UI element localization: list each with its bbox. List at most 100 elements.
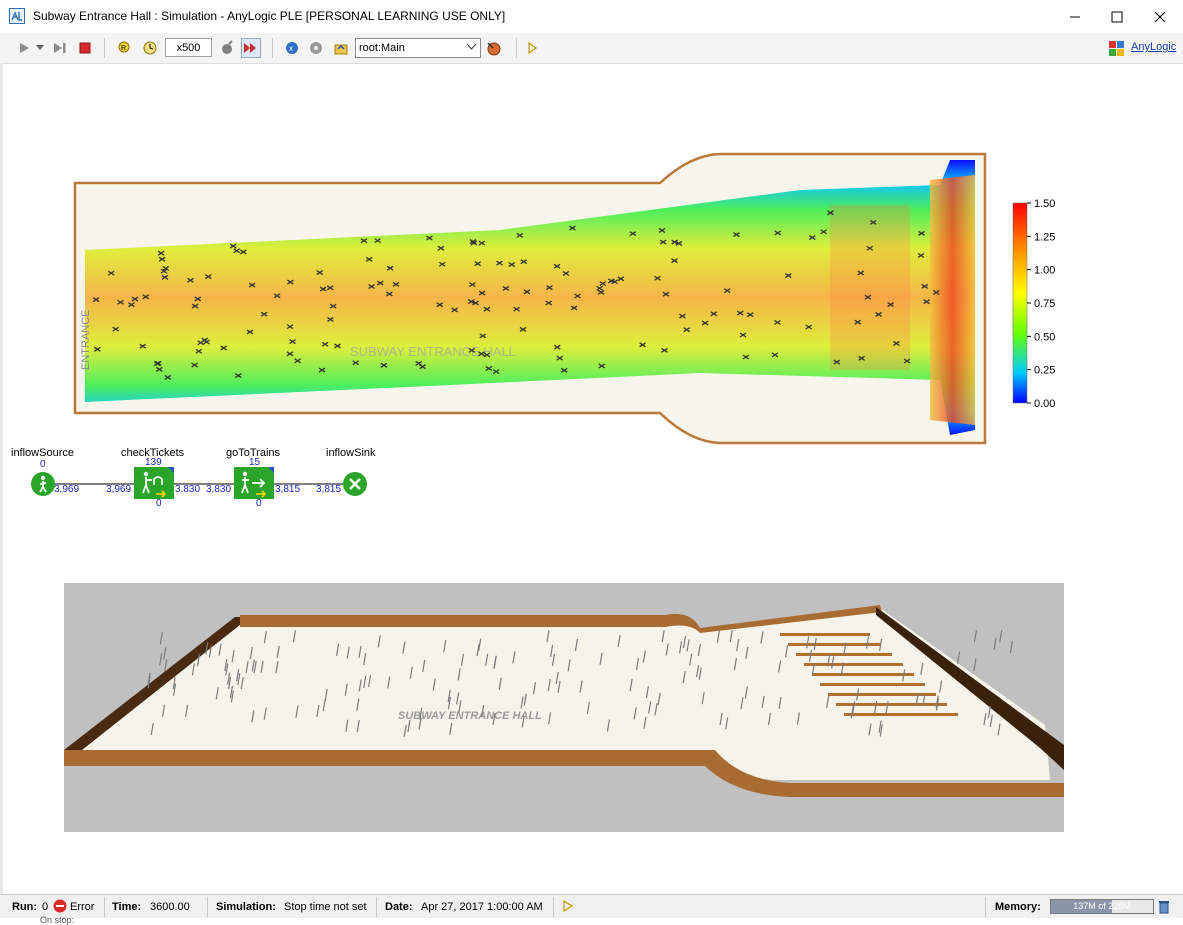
turnstile-bar — [812, 673, 914, 676]
pedestrian-figure — [377, 635, 381, 648]
view-3d-floor — [64, 608, 1050, 780]
pedestrian-figure — [682, 635, 687, 649]
pedestrian-figure — [868, 723, 872, 736]
pedestrian-mark — [191, 303, 199, 309]
pedestrian-mark — [451, 307, 459, 313]
pedestrian-source-icon — [39, 475, 47, 493]
density-heatmap — [85, 160, 975, 435]
inflowsource-block[interactable] — [31, 472, 55, 496]
pedestrian-figure — [147, 672, 151, 685]
pedestrian-figure — [733, 658, 737, 671]
minimize-icon[interactable] — [1052, 0, 1098, 33]
step-icon[interactable] — [50, 38, 70, 58]
turnstile-bar — [828, 693, 936, 696]
pedestrian-mark — [246, 329, 254, 335]
pedestrian-figure — [811, 663, 815, 676]
pedestrian-figure — [363, 675, 367, 688]
pedestrian-figure — [159, 653, 163, 666]
pedestrian-figure — [879, 724, 883, 737]
pedestrian-mark — [436, 302, 444, 308]
experiment-icon[interactable]: x — [282, 38, 302, 58]
root-selector[interactable]: root:Main — [355, 38, 481, 58]
pedestrian-figure — [218, 643, 222, 656]
pedestrian-figure — [808, 649, 813, 662]
anylogic-link[interactable]: AnyLogic — [1131, 41, 1177, 53]
pedestrian-figure — [778, 660, 782, 673]
pedestrian-figure — [403, 724, 407, 737]
developer-panel-icon[interactable] — [523, 38, 543, 58]
legend-tick-label: 1.50 — [1034, 198, 1055, 210]
svg-text:x: x — [289, 44, 293, 53]
garbage-collect-trash-icon[interactable] — [1157, 899, 1171, 918]
inflowsink-block[interactable] — [343, 472, 367, 496]
memory-bar-fill — [1051, 900, 1113, 913]
pedestrian-mark — [160, 268, 168, 274]
anylogic-logo-icon — [1108, 40, 1126, 58]
pedestrian-figure — [874, 700, 878, 714]
virtual-time-mode-icon[interactable] — [241, 38, 261, 58]
navigate-up-icon[interactable] — [331, 38, 351, 58]
pedestrian-mark — [155, 366, 163, 372]
view-3d-wall-left — [64, 617, 250, 750]
pedestrian-mark — [596, 285, 603, 291]
pedestrian-mark — [273, 293, 281, 299]
checktickets-block[interactable] — [134, 467, 174, 499]
pedestrian-mark — [662, 291, 670, 297]
maximize-icon[interactable] — [1094, 0, 1140, 33]
block-label-inflowsink: inflowSink — [326, 447, 376, 459]
pedestrian-mark — [468, 347, 476, 353]
pedestrian-figure — [532, 682, 537, 695]
pedestrian-mark — [932, 289, 940, 295]
pedestrian-figure — [196, 654, 200, 667]
pedestrian-figure — [263, 631, 267, 644]
pedestrian-figure — [920, 662, 924, 675]
pedestrian-figure — [150, 722, 154, 736]
run-value: 0 — [42, 901, 49, 913]
pedestrian-mark — [774, 319, 781, 325]
block-count-inflowsource: 0 — [40, 459, 46, 470]
pedestrian-mark — [784, 273, 792, 279]
pedestrian-figure — [999, 630, 1003, 643]
pedestrian-mark — [352, 360, 360, 366]
speed-up-icon[interactable] — [217, 38, 237, 58]
pedestrian-figure — [295, 705, 299, 718]
title-bar: Subway Entrance Hall : Simulation - AnyL… — [0, 0, 1183, 34]
error-icon — [53, 899, 67, 916]
view-3d-wall-bottom — [64, 750, 1064, 797]
pedestrian-mark — [425, 235, 433, 241]
real-time-mode-icon[interactable]: R — [115, 38, 135, 58]
run-menu-chevron-icon[interactable] — [33, 38, 47, 58]
developer-panel-toggle-icon[interactable] — [562, 899, 574, 915]
run-icon[interactable] — [14, 38, 34, 58]
pedestrian-mark — [629, 231, 637, 237]
pedestrian-mark — [574, 293, 581, 299]
navigate-to-view-icon[interactable] — [484, 38, 504, 58]
pedestrian-figure — [643, 716, 647, 729]
stop-icon[interactable] — [75, 38, 95, 58]
slow-down-icon[interactable] — [140, 38, 160, 58]
pedestrian-mark — [233, 248, 241, 254]
block-label-checktickets: checkTickets — [121, 447, 185, 459]
pedestrian-mark — [286, 324, 294, 330]
pedestrian-mark — [805, 324, 813, 330]
pedestrian-mark — [92, 297, 100, 303]
pedestrian-figure — [443, 639, 447, 653]
pedestrian-mark — [671, 239, 678, 245]
go-to-icon — [241, 467, 274, 498]
pedestrian-mark — [478, 240, 486, 246]
pedestrian-mark — [157, 250, 165, 256]
pedestrian-figure — [492, 712, 496, 726]
legend-tick-label: 0.00 — [1034, 398, 1055, 410]
pedestrian-figure — [567, 659, 571, 672]
pedestrian-mark — [483, 352, 491, 358]
error-status: Error — [70, 901, 95, 913]
pedestrian-figure — [761, 695, 765, 708]
settings-icon[interactable] — [306, 38, 326, 58]
root-selector-value: root:Main — [359, 42, 405, 54]
pedestrian-mark — [569, 225, 576, 231]
pedestrian-mark — [326, 285, 334, 291]
close-icon[interactable] — [1137, 0, 1183, 33]
gototrains-block[interactable] — [234, 467, 274, 499]
pedestrian-figure — [850, 706, 854, 719]
speed-field[interactable]: x500 — [165, 38, 212, 57]
